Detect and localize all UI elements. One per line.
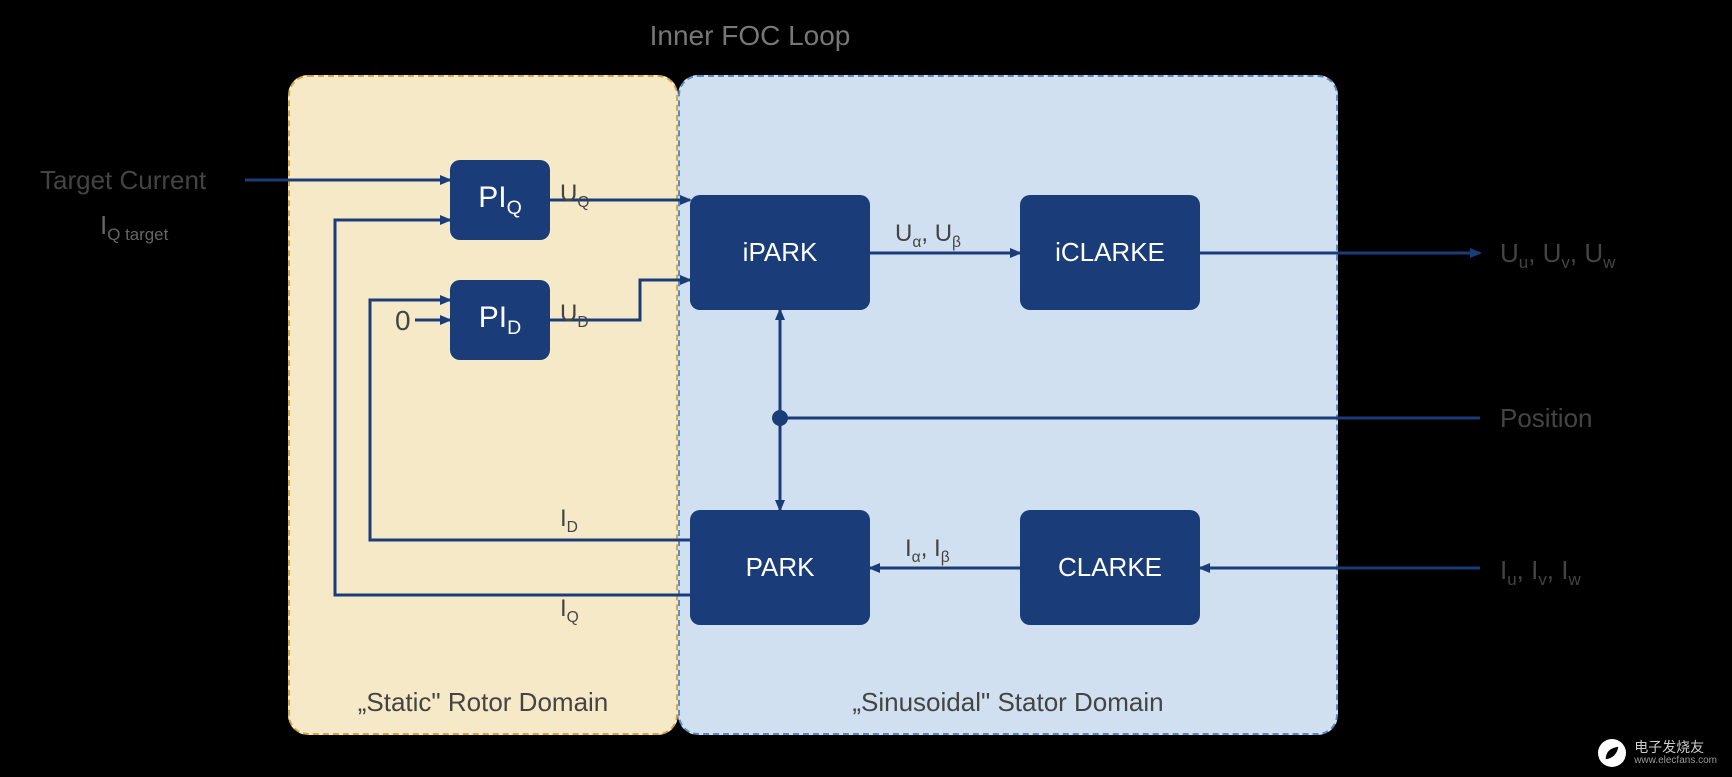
block-clarke-label: CLARKE	[1058, 552, 1162, 583]
label-target-current: Target Current	[40, 165, 206, 196]
stator-domain-label: „Sinusoidal" Stator Domain	[680, 687, 1336, 718]
label-position: Position	[1500, 403, 1593, 434]
block-pid-label: PID	[479, 301, 521, 340]
block-ipark: iPARK	[690, 195, 870, 310]
label-uq: UQ	[560, 180, 589, 212]
rotor-domain-label: „Static" Rotor Domain	[290, 687, 676, 718]
block-piq: PIQ	[450, 160, 550, 240]
leaf-icon	[1598, 739, 1626, 767]
watermark: 电子发烧友 www.elecfans.com	[1598, 739, 1717, 767]
label-uvw-out: Uu, Uv, Uw	[1500, 238, 1615, 273]
diagram-title: Inner FOC Loop	[620, 20, 880, 52]
block-ipark-label: iPARK	[743, 237, 818, 268]
block-pid: PID	[450, 280, 550, 360]
label-zero: 0	[395, 305, 411, 337]
watermark-sub: www.elecfans.com	[1634, 755, 1717, 766]
label-id-fb: ID	[560, 505, 578, 537]
label-uab: Uα, Uβ	[895, 220, 961, 252]
block-iclarke-label: iCLARKE	[1055, 237, 1165, 268]
label-ivw-in: Iu, Iv, Iw	[1500, 555, 1581, 590]
block-park: PARK	[690, 510, 870, 625]
label-iq-target: IQ target	[100, 210, 168, 245]
block-piq-label: PIQ	[478, 181, 522, 220]
block-clarke: CLARKE	[1020, 510, 1200, 625]
watermark-brand: 电子发烧友	[1634, 740, 1717, 755]
stator-domain-box: „Sinusoidal" Stator Domain	[678, 75, 1338, 735]
label-iab: Iα, Iβ	[905, 535, 950, 567]
block-iclarke: iCLARKE	[1020, 195, 1200, 310]
label-iq-fb: IQ	[560, 595, 579, 627]
label-ud: UD	[560, 300, 589, 332]
block-park-label: PARK	[746, 552, 815, 583]
